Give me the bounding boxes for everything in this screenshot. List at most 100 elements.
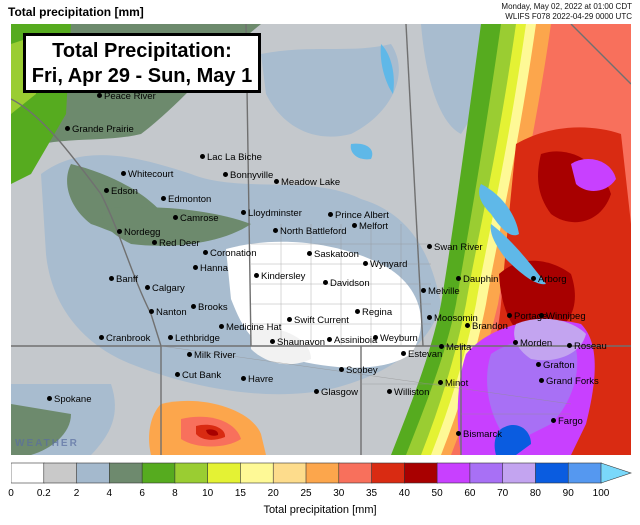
timestamp-block: Monday, May 02, 2022 at 01:00 CDT WLIFS … — [501, 2, 632, 22]
city-label: Spokane — [47, 394, 92, 405]
city-marker — [273, 228, 278, 233]
legend-tick-label: 90 — [562, 488, 574, 499]
city-label: Moosomin — [427, 313, 478, 324]
city-label: Saskatoon — [307, 249, 359, 260]
city-label: Meadow Lake — [274, 177, 340, 188]
city-marker — [270, 339, 275, 344]
precipitation-map: Total Precipitation: Fri, Apr 29 - Sun, … — [11, 24, 631, 455]
legend-swatch — [76, 462, 111, 484]
city-label: Prince Albert — [328, 210, 389, 221]
map-title-line1: Total Precipitation: — [52, 40, 232, 62]
city-marker — [539, 378, 544, 383]
legend-swatch — [535, 462, 570, 484]
city-label: Nanton — [149, 307, 187, 318]
legend-swatch — [174, 462, 209, 484]
legend-tick-label: 80 — [529, 488, 541, 499]
city-label: Scobey — [339, 365, 378, 376]
legend-tick-label: 0.2 — [36, 488, 51, 499]
city-label: Medicine Hat — [219, 322, 281, 333]
city-label: Swan River — [427, 242, 483, 253]
city-marker — [421, 288, 426, 293]
city-label: Brandon — [465, 321, 508, 332]
city-label: Williston — [387, 387, 429, 398]
city-label: Cut Bank — [175, 370, 221, 381]
city-marker — [551, 418, 556, 423]
city-label: Assiniboia — [327, 335, 377, 346]
map-title-box: Total Precipitation: Fri, Apr 29 - Sun, … — [23, 33, 261, 93]
legend-tick-label: 100 — [592, 488, 610, 499]
legend-swatch — [240, 462, 275, 484]
city-marker — [287, 317, 292, 322]
city-marker — [104, 188, 109, 193]
city-label: Whitecourt — [121, 169, 173, 180]
city-marker — [117, 229, 122, 234]
city-marker — [241, 376, 246, 381]
city-label: Melfort — [352, 221, 388, 232]
city-marker — [513, 340, 518, 345]
city-label: Hanna — [193, 263, 228, 274]
city-label: Minot — [438, 378, 468, 389]
city-label: Bonnyville — [223, 170, 273, 181]
city-label: Dauphin — [456, 274, 498, 285]
legend-swatch — [207, 462, 242, 484]
city-label: Portage — [507, 311, 547, 322]
legend-swatch — [404, 462, 438, 484]
map-title-line2: Fri, Apr 29 - Sun, May 1 — [31, 65, 253, 87]
legend-tick-label: 30 — [333, 488, 345, 499]
city-label: Swift Current — [287, 315, 349, 326]
city-label: Brooks — [191, 302, 228, 313]
city-marker — [47, 396, 52, 401]
city-marker — [193, 265, 198, 270]
legend-swatch — [272, 462, 307, 484]
city-marker — [567, 343, 572, 348]
city-marker — [427, 244, 432, 249]
valid-time: Monday, May 02, 2022 at 01:00 CDT — [501, 2, 632, 11]
city-label: Nordegg — [117, 227, 160, 238]
legend-swatch — [469, 462, 504, 484]
city-label: Arborg — [531, 274, 567, 285]
city-marker — [223, 172, 228, 177]
city-label: North Battleford — [273, 226, 347, 237]
city-label: Camrose — [173, 213, 219, 224]
legend-overflow-arrow — [600, 462, 632, 484]
city-marker — [191, 304, 196, 309]
city-label: Regina — [355, 307, 392, 318]
city-marker — [536, 362, 541, 367]
legend-swatch — [338, 462, 373, 484]
city-label: Cranbrook — [99, 333, 150, 344]
legend-tick-label: 20 — [267, 488, 279, 499]
legend-tick-label: 6 — [139, 488, 145, 499]
model-run: WLIFS F078 2022-04-29 0000 UTC — [505, 12, 632, 21]
city-label: Grande Prairie — [65, 124, 134, 135]
legend-tick-label: 60 — [464, 488, 476, 499]
city-label: Lloydminster — [241, 208, 302, 219]
city-label: Lethbridge — [168, 333, 220, 344]
city-label: Red Deer — [152, 238, 200, 249]
legend-tick-label: 35 — [365, 488, 378, 499]
city-marker — [175, 372, 180, 377]
city-marker — [149, 309, 154, 314]
city-label: Kindersley — [254, 271, 305, 282]
product-title: Total precipitation [mm] — [8, 5, 144, 19]
header: Total precipitation [mm] Monday, May 02,… — [0, 0, 640, 24]
legend-tick-label: 40 — [398, 488, 410, 499]
city-label: Estevan — [401, 349, 442, 360]
legend-tick-label: 50 — [431, 488, 443, 499]
city-marker — [203, 250, 208, 255]
city-marker — [161, 196, 166, 201]
legend-swatch — [502, 462, 537, 484]
city-marker — [427, 315, 432, 320]
city-marker — [241, 210, 246, 215]
city-label: Glasgow — [314, 387, 358, 398]
city-label: Grand Forks — [539, 376, 599, 387]
legend-tick-label: 15 — [234, 488, 246, 499]
legend-swatch — [141, 462, 176, 484]
legend-swatch — [371, 462, 406, 484]
city-marker — [387, 389, 392, 394]
city-label: Melita — [439, 342, 471, 353]
city-label: Edmonton — [161, 194, 211, 205]
legend-swatch — [109, 462, 143, 484]
city-label: Davidson — [323, 278, 370, 289]
city-marker — [152, 240, 157, 245]
watermark-logo: WEATHER — [15, 438, 79, 449]
